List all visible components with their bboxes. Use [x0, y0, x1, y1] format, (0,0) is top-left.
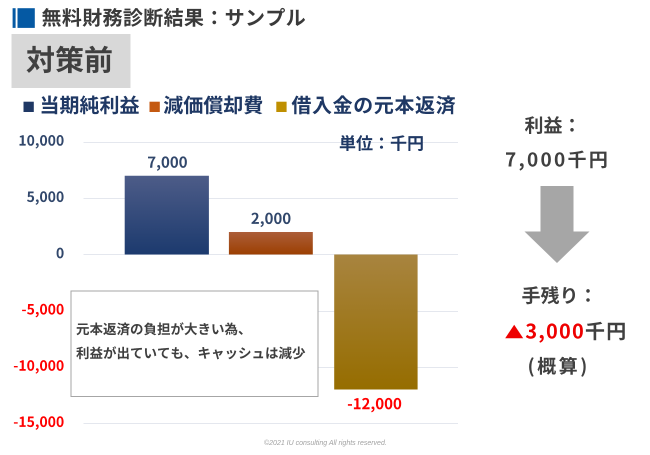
svg-text:©2021 IU consulting All right: ©2021 IU consulting All rights reserved.: [264, 439, 387, 447]
